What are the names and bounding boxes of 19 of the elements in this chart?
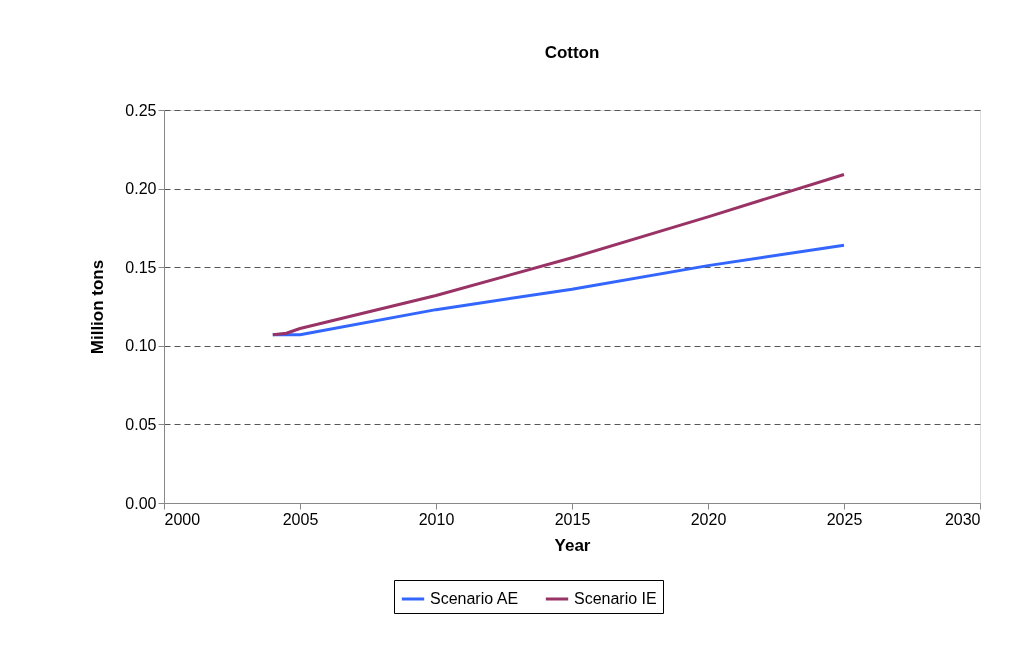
x-axis-title: Year [554, 535, 591, 555]
x-tick-label: 2005 [282, 510, 319, 528]
x-tick-label: 2030 [944, 510, 981, 528]
x-tick-label: 2000 [164, 510, 201, 528]
x-tick-label: 2015 [554, 510, 591, 528]
legend-label: Scenario IE [574, 590, 657, 607]
y-tick-label: 0.15 [125, 258, 157, 276]
line-series [271, 172, 846, 337]
y-tick-label: 0.25 [125, 101, 157, 119]
legend-label: Scenario AE [430, 590, 519, 607]
x-tick-label: 2020 [690, 510, 727, 528]
y-axis-title: Million tons [88, 259, 108, 355]
y-tick-label: 0.20 [125, 180, 157, 198]
y-tick-label: 0.05 [125, 415, 157, 433]
y-tick-label: 0.00 [125, 494, 157, 512]
chart-title: Cotton [544, 43, 600, 62]
y-tick-label: 0.10 [125, 337, 157, 355]
x-tick-label: 2025 [826, 510, 863, 528]
x-tick-label: 2010 [418, 510, 455, 528]
